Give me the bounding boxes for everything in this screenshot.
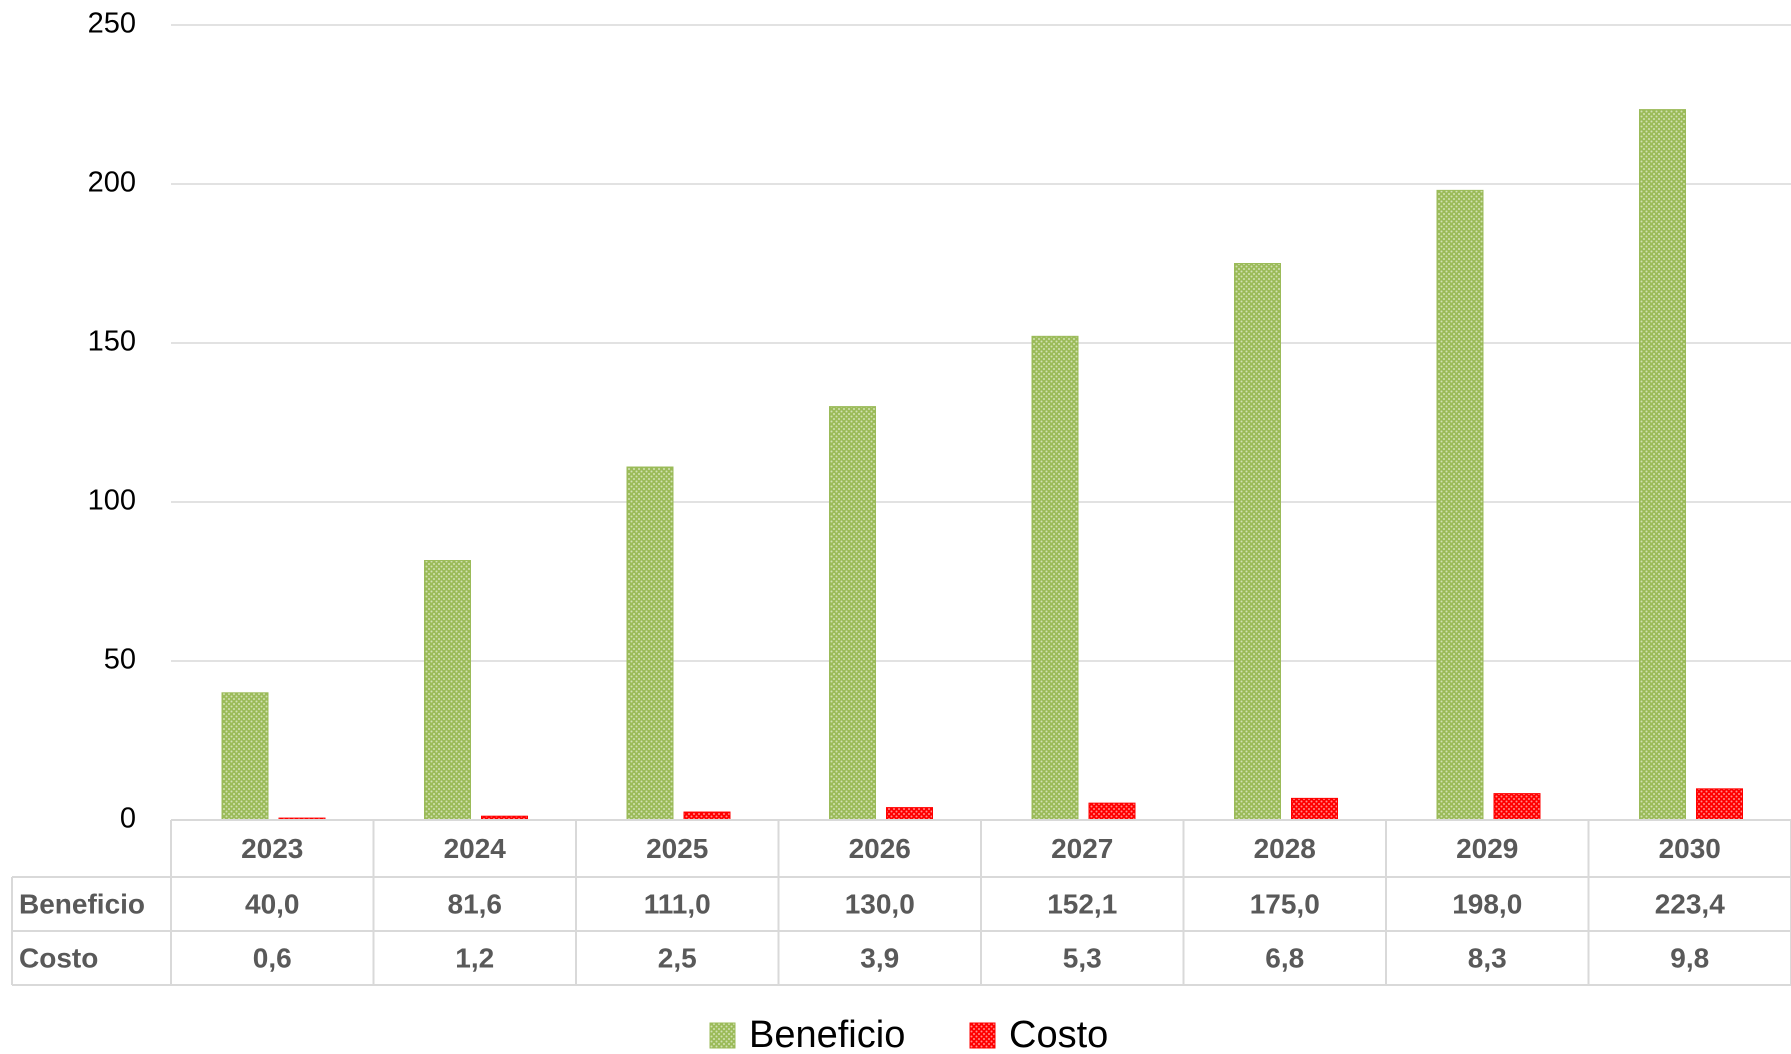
table-value: 111,0 [644, 888, 711, 919]
x-tick-label: 2024 [444, 833, 507, 864]
table-value: 1,2 [455, 942, 494, 973]
bar [1291, 797, 1338, 821]
row-header: Costo [19, 942, 98, 973]
y-tick-label: 0 [120, 803, 136, 835]
x-tick-label: 2029 [1456, 833, 1518, 864]
bar [683, 811, 731, 821]
bar [1436, 189, 1484, 821]
table-value: 6,8 [1265, 942, 1304, 973]
table-value: 0,6 [253, 942, 292, 973]
bar [1031, 335, 1079, 821]
bar [1639, 109, 1686, 821]
row-header: Beneficio [19, 888, 145, 919]
legend-label: Beneficio [749, 1014, 905, 1054]
table-value: 223,4 [1655, 888, 1725, 919]
table-value: 175,0 [1250, 888, 1320, 919]
x-tick-label: 2027 [1051, 833, 1113, 864]
y-tick-label: 100 [88, 485, 136, 517]
bar [1696, 788, 1743, 821]
table-value: 8,3 [1468, 942, 1507, 973]
bar [221, 692, 269, 821]
x-tick-label: 2028 [1254, 833, 1316, 864]
bar [886, 807, 933, 821]
table-value: 40,0 [245, 888, 300, 919]
y-tick-label: 150 [88, 326, 136, 358]
bar [1088, 802, 1136, 821]
bar [424, 560, 471, 821]
y-tick-label: 200 [88, 167, 136, 199]
legend-label: Costo [1009, 1014, 1108, 1054]
table-value: 152,1 [1047, 888, 1117, 919]
bar [829, 406, 876, 821]
x-tick-label: 2025 [646, 833, 708, 864]
y-tick-label: 250 [88, 8, 136, 40]
bar [1493, 793, 1541, 821]
x-tick-label: 2026 [849, 833, 911, 864]
table-value: 130,0 [845, 888, 915, 919]
legend-swatch [709, 1022, 736, 1049]
y-tick-label: 50 [104, 644, 136, 676]
bar [1234, 263, 1281, 821]
table-value: 2,5 [658, 942, 697, 973]
x-tick-label: 2023 [241, 833, 303, 864]
table-value: 5,3 [1063, 942, 1102, 973]
table-value: 3,9 [860, 942, 899, 973]
table-value: 81,6 [448, 888, 503, 919]
legend-swatch [969, 1022, 996, 1049]
x-tick-label: 2030 [1659, 833, 1721, 864]
table-value: 198,0 [1452, 888, 1522, 919]
bar [626, 466, 674, 821]
table-value: 9,8 [1670, 942, 1709, 973]
